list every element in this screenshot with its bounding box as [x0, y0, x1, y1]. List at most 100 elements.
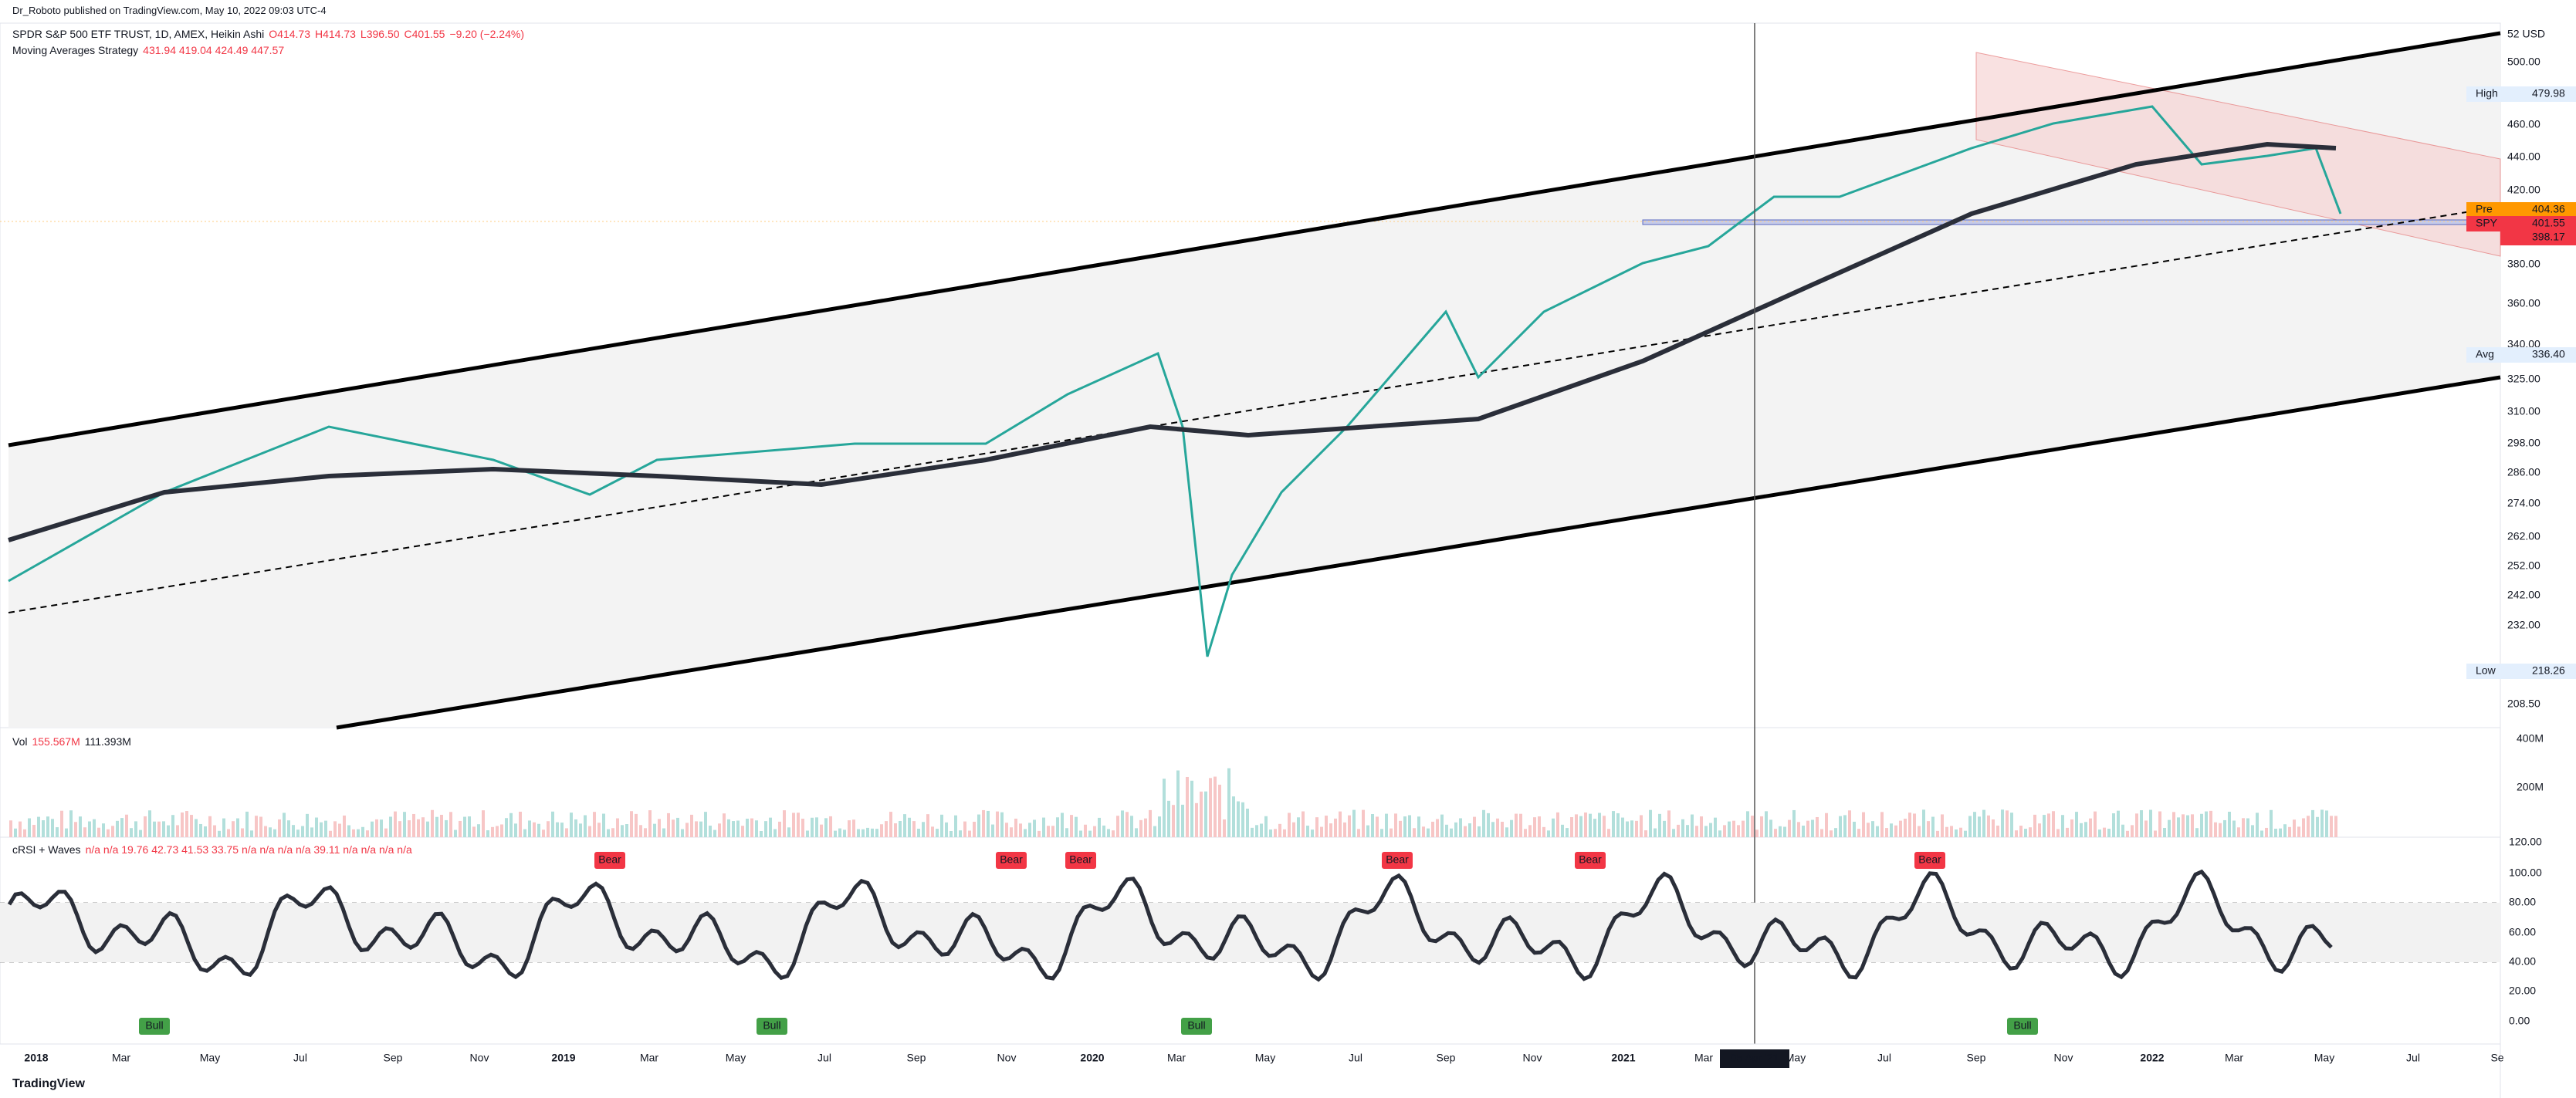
- volume-bar: [185, 811, 188, 837]
- volume-bar: [1084, 824, 1087, 837]
- time-label: Mar: [1694, 1052, 1713, 1064]
- volume-bar: [1820, 829, 1823, 837]
- volume-bar: [1399, 820, 1402, 837]
- volume-bar: [1950, 826, 1953, 837]
- volume-bar: [1941, 814, 1944, 837]
- volume-bar: [1056, 817, 1059, 837]
- volume-bar: [2246, 818, 2249, 837]
- volume-bar: [676, 817, 679, 837]
- volume-bar: [861, 829, 865, 837]
- volume-bar: [343, 815, 346, 837]
- signal-label: Bull: [763, 1019, 780, 1032]
- volume-bar: [255, 816, 258, 837]
- volume-bar: [635, 813, 638, 837]
- volume-bar: [213, 825, 216, 837]
- price-badge: [2500, 347, 2576, 363]
- volume-bar: [1737, 825, 1740, 837]
- volume-bar: [375, 819, 378, 837]
- volume-bar: [588, 826, 591, 837]
- ma-200: [8, 141, 2337, 542]
- volume-bar: [1019, 823, 1022, 837]
- volume-bar: [1691, 814, 1694, 837]
- price-label: 310.00: [2507, 405, 2540, 417]
- volume-bar: [2075, 812, 2078, 837]
- volume-bar: [922, 822, 925, 837]
- volume-bar: [454, 829, 457, 837]
- volume-bar: [333, 821, 337, 837]
- volume-bar: [2311, 809, 2314, 837]
- volume-bar: [570, 813, 573, 837]
- volume-bar: [991, 824, 994, 837]
- volume-bar: [148, 810, 151, 837]
- volume-bar: [778, 821, 781, 837]
- volume-bar: [1501, 821, 1504, 837]
- volume-bar: [1473, 816, 1476, 837]
- volume-bar: [1232, 796, 1235, 837]
- volume-bar: [273, 829, 276, 837]
- price-label: 262.00: [2507, 530, 2540, 542]
- volume-bar: [14, 828, 17, 837]
- volume-bar: [357, 829, 360, 837]
- channel-lower: [336, 375, 2501, 730]
- volume-bar: [315, 817, 318, 837]
- legend-crsi: cRSI + Waves n/a n/a 19.76 42.73 41.53 33…: [12, 843, 417, 856]
- volume-bar: [644, 828, 647, 837]
- volume-bar: [1505, 827, 1508, 837]
- price-badge: [2500, 216, 2576, 231]
- volume-bar: [1195, 802, 1198, 837]
- volume-bar: [1237, 801, 1240, 837]
- volume-bar: [162, 821, 165, 837]
- volume-bar: [773, 829, 777, 837]
- price-badge-value: 401.55: [2532, 217, 2565, 229]
- price-label: 325.00: [2507, 373, 2540, 385]
- time-label: Mar: [1167, 1052, 1186, 1064]
- volume-bar: [218, 830, 221, 837]
- volume-bar: [537, 823, 540, 837]
- volume-bar: [384, 828, 388, 837]
- volume-bar: [1839, 816, 1842, 837]
- volume-bar: [1964, 830, 1967, 837]
- volume-bar: [435, 816, 438, 837]
- volume-bar: [1899, 820, 1902, 837]
- volume-bar: [987, 810, 990, 837]
- volume-bar: [1649, 809, 1652, 837]
- volume-bar: [2297, 826, 2300, 837]
- volume-bar: [607, 829, 610, 837]
- volume-bar: [134, 821, 137, 837]
- volume-bar: [940, 814, 943, 837]
- volume-bar: [1640, 815, 1643, 837]
- volume-bar: [269, 827, 272, 837]
- signal-badge: [1382, 852, 1413, 869]
- volume-bar: [1695, 826, 1698, 837]
- volume-bar: [1033, 819, 1036, 837]
- volume-bar: [1223, 819, 1226, 837]
- volume-bar: [1255, 825, 1258, 837]
- volume-bar: [1038, 830, 1041, 837]
- volume-bar: [2107, 829, 2111, 837]
- volume-bar: [2195, 828, 2199, 837]
- volume-bar: [1047, 826, 1050, 837]
- volume-bar: [2006, 810, 2009, 837]
- volume-bar: [88, 821, 91, 837]
- volume-bar: [505, 818, 508, 837]
- volume-bar: [1992, 819, 1995, 837]
- volume-bar: [167, 825, 170, 837]
- volume-bar: [153, 821, 156, 837]
- volume-bar: [1700, 816, 1703, 837]
- volume-bar: [60, 810, 63, 837]
- volume-bar: [1334, 818, 1337, 837]
- price-label: 286.00: [2507, 466, 2540, 478]
- signal-badge: [139, 1018, 170, 1035]
- volume-bar: [1075, 816, 1078, 837]
- volume-bar: [1603, 816, 1606, 837]
- volume-bar: [523, 829, 526, 837]
- signal-label: Bear: [1069, 853, 1092, 866]
- volume-bar: [1126, 812, 1129, 837]
- time-label: 2018: [24, 1052, 48, 1064]
- crsi-title: cRSI + Waves: [12, 843, 81, 856]
- volume-bar: [1774, 829, 1777, 837]
- volume-bar: [639, 825, 642, 837]
- volume-bar: [875, 829, 878, 837]
- volume-bar: [222, 818, 225, 837]
- volume-bar: [746, 819, 749, 837]
